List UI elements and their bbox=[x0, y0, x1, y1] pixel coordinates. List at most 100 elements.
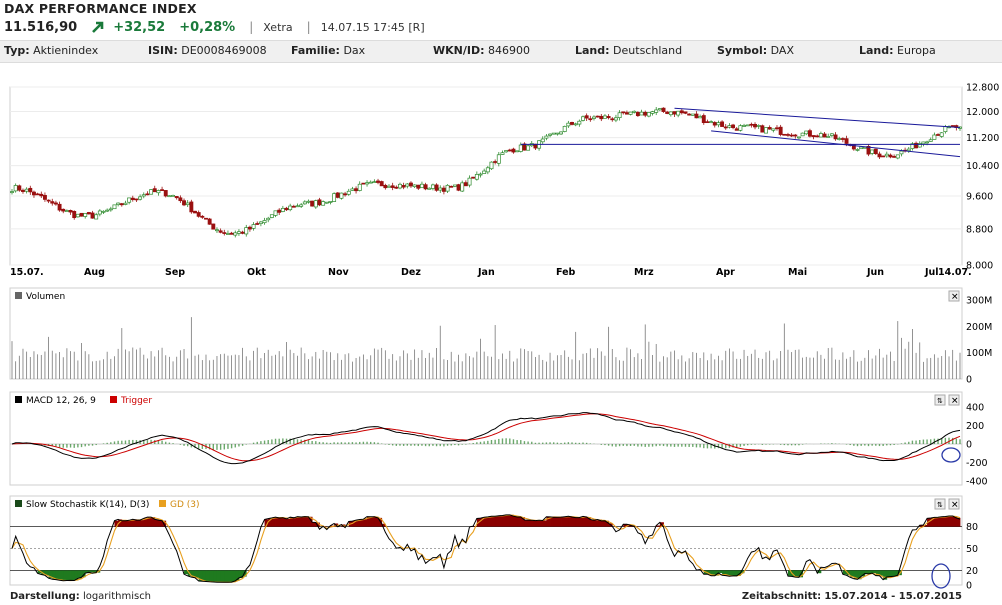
overbought-fill bbox=[949, 516, 954, 527]
candle-body bbox=[394, 186, 399, 189]
overbought-fill bbox=[542, 520, 547, 527]
overbought-fill bbox=[290, 517, 295, 527]
close-icon[interactable]: ✕ bbox=[948, 498, 960, 511]
overbought-fill bbox=[923, 524, 928, 527]
candle-body bbox=[632, 110, 637, 113]
info-symbol: Symbol: DAX bbox=[717, 44, 794, 57]
overbought-fill bbox=[118, 519, 123, 527]
price-x-tick: Feb bbox=[556, 267, 576, 278]
display-mode[interactable]: Darstellung: logarithmisch bbox=[10, 591, 152, 602]
candle-body bbox=[247, 226, 252, 230]
oversold-fill bbox=[63, 570, 68, 581]
oversold-fill bbox=[868, 570, 873, 574]
candle-body bbox=[796, 136, 801, 139]
oversold-fill bbox=[213, 570, 218, 582]
candle-body bbox=[258, 221, 263, 224]
oversold-fill bbox=[48, 570, 53, 579]
info-isin: ISIN: DE0008469008 bbox=[148, 44, 267, 57]
expand-icon[interactable]: ⇅ bbox=[934, 394, 946, 406]
oversold-fill bbox=[733, 570, 738, 576]
separator: | bbox=[306, 20, 311, 34]
overbought-fill bbox=[129, 520, 134, 527]
overbought-fill bbox=[568, 516, 573, 527]
overbought-fill bbox=[564, 516, 569, 527]
candle-body bbox=[577, 120, 582, 125]
candle-body bbox=[818, 133, 823, 138]
candle-body bbox=[939, 132, 944, 137]
overbought-fill bbox=[136, 520, 141, 527]
oversold-fill bbox=[857, 570, 862, 580]
oversold-fill bbox=[209, 570, 214, 582]
overbought-fill bbox=[656, 525, 661, 527]
candle-body bbox=[467, 177, 472, 186]
volume-bars bbox=[11, 317, 961, 379]
overbought-fill bbox=[604, 520, 610, 527]
candle-body bbox=[504, 150, 509, 153]
overbought-fill bbox=[506, 514, 511, 527]
overbought-fill bbox=[301, 516, 306, 527]
overbought-fill bbox=[535, 520, 540, 527]
candle-body bbox=[423, 184, 428, 190]
candle-body bbox=[178, 197, 183, 202]
overbought-fill bbox=[557, 517, 562, 527]
close-icon[interactable]: ✕ bbox=[948, 290, 960, 303]
oversold-fill bbox=[872, 570, 877, 574]
candle-body bbox=[855, 149, 860, 151]
overbought-fill bbox=[484, 517, 489, 527]
channel-lower bbox=[711, 130, 961, 158]
candle-body bbox=[427, 187, 432, 190]
candle-body bbox=[592, 116, 596, 119]
candle-body bbox=[899, 150, 904, 155]
candle-body bbox=[409, 182, 413, 187]
svg-text:✕: ✕ bbox=[951, 293, 959, 303]
candle-body bbox=[445, 184, 450, 192]
price-x-tick: Okt bbox=[247, 267, 266, 278]
overbought-fill bbox=[623, 524, 628, 527]
candle-body bbox=[500, 152, 505, 155]
volume-y-tick: 300M bbox=[966, 296, 992, 307]
expand-icon[interactable]: ⇅ bbox=[934, 498, 946, 510]
candle-body bbox=[163, 190, 168, 197]
candle-body bbox=[723, 126, 728, 129]
candle-body bbox=[310, 200, 315, 207]
candle-body bbox=[463, 182, 468, 187]
candle-body bbox=[288, 205, 293, 211]
overbought-fill bbox=[279, 518, 284, 527]
oversold-fill bbox=[861, 570, 866, 577]
overbought-fill bbox=[586, 517, 591, 527]
candle-body bbox=[152, 188, 157, 193]
candle-body bbox=[914, 142, 919, 149]
candle-body bbox=[416, 184, 421, 189]
trigger-line bbox=[11, 413, 961, 462]
overbought-fill bbox=[114, 520, 119, 527]
macd-highlight-circle bbox=[941, 447, 961, 463]
price-x-tick: 14.07. bbox=[938, 267, 972, 278]
candle-body bbox=[581, 116, 585, 121]
close-icon[interactable]: ✕ bbox=[948, 394, 960, 407]
oversold-fill bbox=[85, 570, 90, 574]
candle-body bbox=[807, 130, 812, 137]
candle-body bbox=[226, 233, 230, 235]
candle-body bbox=[840, 138, 845, 140]
candle-body bbox=[379, 181, 384, 187]
candle-body bbox=[753, 123, 757, 128]
oversold-fill bbox=[886, 570, 891, 577]
price-y-tick: 12.800 bbox=[966, 83, 999, 94]
quote-line: 11.516,90 +32,52 +0,28% | Xetra | 14.07.… bbox=[4, 17, 425, 37]
macd-y-tick: 400 bbox=[966, 403, 984, 414]
overbought-fill bbox=[934, 517, 939, 527]
oversold-fill bbox=[184, 570, 189, 575]
trigger-label: Trigger bbox=[120, 396, 152, 406]
candle-body bbox=[361, 182, 366, 185]
candle-body bbox=[906, 148, 911, 152]
price-y-tick: 10.400 bbox=[966, 161, 999, 172]
overbought-fill bbox=[308, 516, 313, 527]
overbought-fill bbox=[938, 517, 943, 527]
candle-body bbox=[211, 223, 216, 230]
time-period[interactable]: Zeitabschnitt: 15.07.2014 - 15.07.2015 bbox=[741, 591, 962, 602]
candle-body bbox=[917, 143, 922, 148]
candle-body bbox=[50, 201, 55, 204]
candle-body bbox=[90, 212, 95, 219]
candle-body bbox=[548, 133, 553, 136]
